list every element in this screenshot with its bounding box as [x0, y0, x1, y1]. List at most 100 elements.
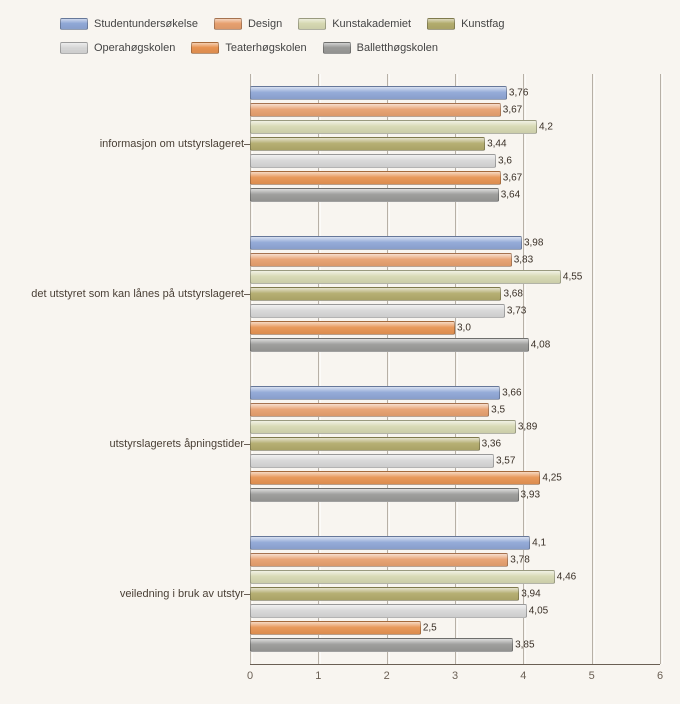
bar: 3,67	[250, 171, 501, 185]
bar: 3,57	[250, 454, 494, 468]
bar-value-label: 3,67	[503, 173, 522, 184]
category-tick	[244, 144, 250, 145]
category-label: veiledning i bruk av utstyr	[120, 588, 244, 600]
bar: 3,94	[250, 587, 519, 601]
category-tick	[244, 444, 250, 445]
category-group: 3,663,53,893,363,574,253,93	[250, 386, 660, 502]
legend-item: Kunstakademiet	[298, 18, 411, 30]
legend-label: Balletthøgskolen	[357, 42, 438, 54]
bar: 3,5	[250, 403, 489, 417]
bar: 4,2	[250, 120, 537, 134]
bar-value-label: 3,73	[507, 306, 526, 317]
bar: 3,67	[250, 103, 501, 117]
legend-swatch	[214, 18, 242, 30]
bar-value-label: 3,94	[521, 589, 540, 600]
bar-value-label: 3,0	[457, 323, 471, 334]
bar-value-label: 3,83	[514, 255, 533, 266]
x-tick-label: 5	[589, 670, 595, 682]
bar: 2,5	[250, 621, 421, 635]
bar: 3,98	[250, 236, 522, 250]
bar-value-label: 3,36	[482, 439, 501, 450]
legend-swatch	[60, 42, 88, 54]
bar: 3,68	[250, 287, 501, 301]
bar-value-label: 3,67	[503, 105, 522, 116]
legend-item: Teaterhøgskolen	[191, 42, 306, 54]
bar-value-label: 4,1	[532, 538, 546, 549]
bar: 3,93	[250, 488, 519, 502]
bar-value-label: 3,89	[518, 422, 537, 433]
bar: 4,05	[250, 604, 527, 618]
bar: 4,46	[250, 570, 555, 584]
x-axis-line	[250, 664, 660, 665]
bar-value-label: 3,76	[509, 88, 528, 99]
legend-label: Kunstakademiet	[332, 18, 411, 30]
bar-value-label: 3,93	[521, 490, 540, 501]
category-group: 3,763,674,23,443,63,673,64	[250, 86, 660, 202]
bar-value-label: 3,66	[502, 388, 521, 399]
gridline	[660, 74, 662, 664]
bar: 3,36	[250, 437, 480, 451]
x-tick-label: 4	[520, 670, 526, 682]
category-tick	[244, 294, 250, 295]
legend-label: Design	[248, 18, 282, 30]
legend-item: Operahøgskolen	[60, 42, 175, 54]
x-tick-label: 1	[315, 670, 321, 682]
legend-swatch	[191, 42, 219, 54]
legend-swatch	[323, 42, 351, 54]
x-tick-label: 3	[452, 670, 458, 682]
category-tick	[244, 594, 250, 595]
legend-swatch	[60, 18, 88, 30]
bar-value-label: 3,57	[496, 456, 515, 467]
bar: 3,0	[250, 321, 455, 335]
category-label: utstyrslagerets åpningstider	[109, 438, 244, 450]
bar: 3,83	[250, 253, 512, 267]
bar-value-label: 4,2	[539, 122, 553, 133]
x-tick-label: 6	[657, 670, 663, 682]
legend-item: Balletthøgskolen	[323, 42, 438, 54]
bar-value-label: 4,05	[529, 606, 548, 617]
plot-area: 01234563,763,674,23,443,63,673,64informa…	[250, 74, 660, 664]
bar: 3,64	[250, 188, 499, 202]
chart-container: Studentundersøkelse Design Kunstakademiet K…	[0, 0, 680, 704]
bar-value-label: 3,78	[510, 555, 529, 566]
category-group: 4,13,784,463,944,052,53,85	[250, 536, 660, 652]
bar: 3,76	[250, 86, 507, 100]
legend-label: Studentundersøkelse	[94, 18, 198, 30]
bar: 4,08	[250, 338, 529, 352]
bar-value-label: 3,5	[491, 405, 505, 416]
bar: 3,78	[250, 553, 508, 567]
legend-swatch	[298, 18, 326, 30]
bar-value-label: 3,44	[487, 139, 506, 150]
x-tick-label: 2	[384, 670, 390, 682]
legend-item: Studentundersøkelse	[60, 18, 198, 30]
bar: 4,55	[250, 270, 561, 284]
bar-value-label: 4,46	[557, 572, 576, 583]
bar-value-label: 3,64	[501, 190, 520, 201]
legend-swatch	[427, 18, 455, 30]
bar-value-label: 4,55	[563, 272, 582, 283]
bar: 3,85	[250, 638, 513, 652]
bar-value-label: 3,85	[515, 640, 534, 651]
bar-value-label: 4,25	[542, 473, 561, 484]
x-tick-label: 0	[247, 670, 253, 682]
bar: 4,1	[250, 536, 530, 550]
legend-label: Kunstfag	[461, 18, 504, 30]
legend-item: Kunstfag	[427, 18, 504, 30]
bar: 3,6	[250, 154, 496, 168]
bar-value-label: 3,98	[524, 238, 543, 249]
bar-value-label: 3,68	[503, 289, 522, 300]
legend-label: Teaterhøgskolen	[225, 42, 306, 54]
category-label: det utstyret som kan lånes på utstyrslag…	[31, 288, 244, 300]
bar: 3,66	[250, 386, 500, 400]
bar-value-label: 4,08	[531, 340, 550, 351]
bar-value-label: 2,5	[423, 623, 437, 634]
category-group: 3,98 3,83 4,55 3,68 3,73 3,0 4,08	[250, 236, 660, 352]
bar: 3,89	[250, 420, 516, 434]
bar: 3,44	[250, 137, 485, 151]
legend-item: Design	[214, 18, 282, 30]
chart-legend: Studentundersøkelse Design Kunstakademiet K…	[20, 14, 660, 60]
bar: 4,25	[250, 471, 540, 485]
category-label: informasjon om utstyrslageret	[100, 138, 244, 150]
bar-value-label: 3,6	[498, 156, 512, 167]
bar: 3,73	[250, 304, 505, 318]
